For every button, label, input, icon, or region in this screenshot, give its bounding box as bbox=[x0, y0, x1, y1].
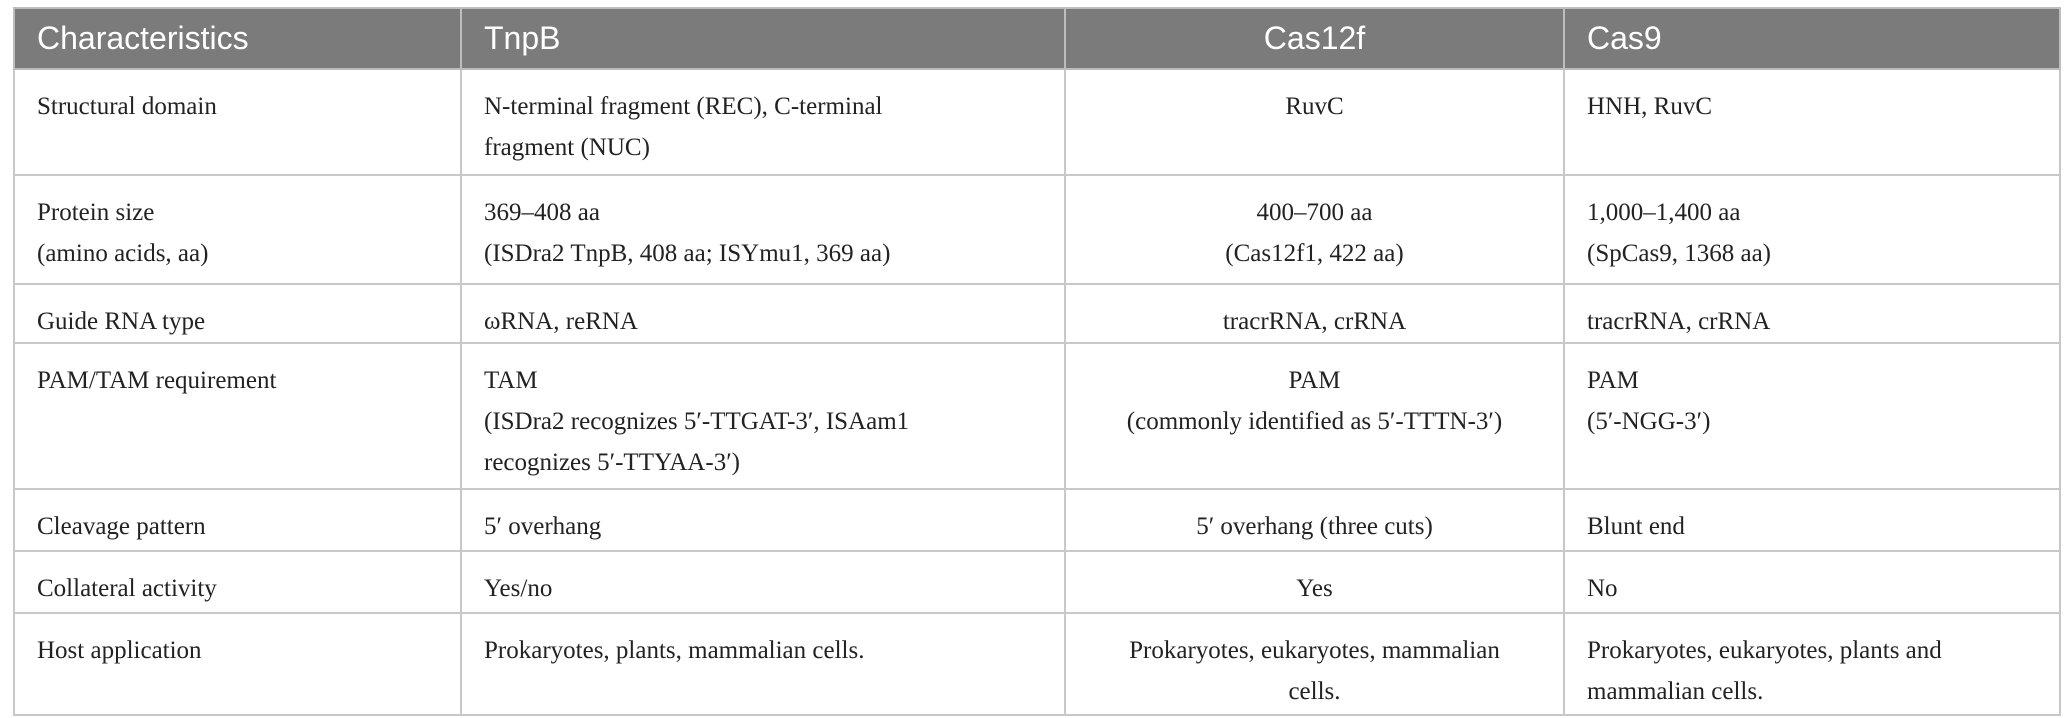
cell-line: Yes bbox=[1296, 575, 1333, 602]
table-cell: TAM (ISDra2 recognizes 5′-TTGAT-3′, ISAam… bbox=[460, 342, 1066, 490]
cell-line: Prokaryotes, eukaryotes, mammalian bbox=[1129, 637, 1500, 664]
table-row: Structural domain N-terminal fragment (RE… bbox=[13, 68, 2061, 176]
table-cell: RuvC bbox=[1064, 68, 1565, 176]
cell-line: (SpCas9, 1368 aa) bbox=[1587, 240, 1771, 267]
table-row: Host application Prokaryotes, plants, mam… bbox=[13, 612, 2061, 716]
cell-line: PAM bbox=[1288, 367, 1341, 394]
cell-line: Structural domain bbox=[37, 93, 217, 120]
cell-line: Prokaryotes, eukaryotes, plants and bbox=[1587, 637, 1942, 664]
table-cell: PAM/TAM requirement bbox=[13, 342, 462, 490]
header-cell: Cas12f bbox=[1064, 7, 1565, 70]
cell-line: TAM bbox=[484, 367, 538, 394]
header-cell: Cas9 bbox=[1563, 7, 2061, 70]
table-cell: tracrRNA, crRNA bbox=[1563, 283, 2061, 344]
table-cell: 5′ overhang bbox=[460, 488, 1066, 552]
header-cell: TnpB bbox=[460, 7, 1066, 70]
table-cell: tracrRNA, crRNA bbox=[1064, 283, 1565, 344]
table-row: Protein size (amino acids, aa) 369–408 aa (… bbox=[13, 174, 2061, 285]
table-cell: 400–700 aa (Cas12f1, 422 aa) bbox=[1064, 174, 1565, 285]
cell-line: Yes/no bbox=[484, 575, 553, 602]
table-cell: PAM (commonly identified as 5′-TTTN-3′) bbox=[1064, 342, 1565, 490]
cell-line: (ISDra2 recognizes 5′-TTGAT-3′, ISAam1 bbox=[484, 408, 910, 435]
cell-line: cells. bbox=[1288, 678, 1341, 705]
cell-line: N-terminal fragment (REC), C-terminal bbox=[484, 93, 883, 120]
header-cell: Characteristics bbox=[13, 7, 462, 70]
cell-line: HNH, RuvC bbox=[1587, 93, 1713, 120]
cell-line: (amino acids, aa) bbox=[37, 240, 209, 267]
table-wrap: Characteristics TnpB Cas12f Cas9 Structural… bbox=[13, 7, 2061, 716]
cell-line: tracrRNA, crRNA bbox=[1587, 308, 1771, 335]
cell-line: 5′ overhang bbox=[484, 513, 602, 540]
cell-line: 5′ overhang (three cuts) bbox=[1196, 513, 1433, 540]
cell-line: (5′-NGG-3′) bbox=[1587, 408, 1711, 435]
cell-line: mammalian cells. bbox=[1587, 678, 1764, 705]
cell-line: PAM/TAM requirement bbox=[37, 367, 277, 394]
comparison-table: Characteristics TnpB Cas12f Cas9 Structural… bbox=[13, 7, 2061, 716]
table-row: Guide RNA type ωRNA, reRNA tracrRNA, crRNA… bbox=[13, 283, 2061, 344]
cell-line: Collateral activity bbox=[37, 575, 217, 602]
table-cell: N-terminal fragment (REC), C-terminal fra… bbox=[460, 68, 1066, 176]
table-cell: Yes bbox=[1064, 550, 1565, 614]
cell-line: 369–408 aa bbox=[484, 199, 600, 226]
cell-line: 400–700 aa bbox=[1256, 199, 1373, 226]
table-cell: Yes/no bbox=[460, 550, 1066, 614]
cell-line: ωRNA, reRNA bbox=[484, 308, 638, 335]
table-cell: 5′ overhang (three cuts) bbox=[1064, 488, 1565, 552]
cell-line: (Cas12f1, 422 aa) bbox=[1225, 240, 1404, 267]
table-cell: Prokaryotes, eukaryotes, mammalian cells. bbox=[1064, 612, 1565, 716]
table-cell: Cleavage pattern bbox=[13, 488, 462, 552]
table-row: Collateral activity Yes/no Yes No bbox=[13, 550, 2061, 614]
cell-line: fragment (NUC) bbox=[484, 134, 650, 161]
table-cell: Guide RNA type bbox=[13, 283, 462, 344]
cell-line: RuvC bbox=[1285, 93, 1344, 120]
table-cell: 369–408 aa (ISDra2 TnpB, 408 aa; ISYmu1, … bbox=[460, 174, 1066, 285]
cell-line: (commonly identified as 5′-TTTN-3′) bbox=[1126, 408, 1503, 435]
cell-line: Blunt end bbox=[1587, 513, 1685, 540]
header-row: Characteristics TnpB Cas12f Cas9 bbox=[13, 7, 2061, 70]
table-cell: No bbox=[1563, 550, 2061, 614]
cell-line: tracrRNA, crRNA bbox=[1222, 308, 1407, 335]
cell-line: (ISDra2 TnpB, 408 aa; ISYmu1, 369 aa) bbox=[484, 240, 891, 267]
table-cell: Host application bbox=[13, 612, 462, 716]
table-row: PAM/TAM requirement TAM (ISDra2 recognizes… bbox=[13, 342, 2061, 490]
table-cell: Prokaryotes, eukaryotes, plants and mamma… bbox=[1563, 612, 2061, 716]
table-cell: ωRNA, reRNA bbox=[460, 283, 1066, 344]
cell-line: Prokaryotes, plants, mammalian cells. bbox=[484, 637, 865, 664]
table-cell: Prokaryotes, plants, mammalian cells. bbox=[460, 612, 1066, 716]
cell-line: Cleavage pattern bbox=[37, 513, 206, 540]
cell-line: PAM bbox=[1587, 367, 1639, 394]
table-body: Structural domain N-terminal fragment (RE… bbox=[13, 68, 2061, 716]
table-cell: Collateral activity bbox=[13, 550, 462, 614]
cell-line: 1,000–1,400 aa bbox=[1587, 199, 1741, 226]
cell-line: Protein size bbox=[37, 199, 155, 226]
table-cell: Structural domain bbox=[13, 68, 462, 176]
cell-line: Host application bbox=[37, 637, 202, 664]
table-cell: Blunt end bbox=[1563, 488, 2061, 552]
table-cell: Protein size (amino acids, aa) bbox=[13, 174, 462, 285]
table-cell: HNH, RuvC bbox=[1563, 68, 2061, 176]
cell-line: recognizes 5′-TTYAA-3′) bbox=[484, 449, 740, 476]
cell-line: No bbox=[1587, 575, 1618, 602]
table-cell: 1,000–1,400 aa (SpCas9, 1368 aa) bbox=[1563, 174, 2061, 285]
table-row: Cleavage pattern 5′ overhang 5′ overhang (… bbox=[13, 488, 2061, 552]
table-cell: PAM (5′-NGG-3′) bbox=[1563, 342, 2061, 490]
cell-line: Guide RNA type bbox=[37, 308, 206, 335]
